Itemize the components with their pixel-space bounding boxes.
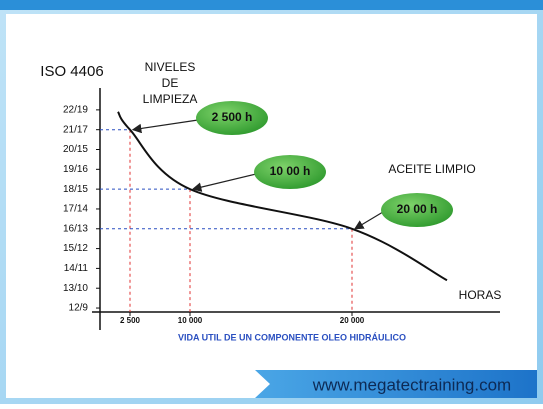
annotation-text: 10 00 h bbox=[270, 164, 311, 178]
y-tick-label: 22/19 bbox=[63, 105, 88, 116]
x-tick-label: 2 500 bbox=[120, 316, 141, 325]
annotation-bubble bbox=[196, 101, 268, 135]
y-tick-label: 20/15 bbox=[63, 144, 88, 155]
annotation-arrow bbox=[353, 211, 384, 230]
y-tick-label: 21/17 bbox=[63, 124, 88, 135]
y-title: ISO 4406 bbox=[40, 63, 103, 80]
y-subtitle: DE bbox=[162, 76, 179, 90]
x-title: HORAS bbox=[459, 288, 502, 302]
x-tick-label: 20 000 bbox=[340, 316, 365, 325]
y-tick-label: 13/10 bbox=[63, 283, 88, 294]
footer-band bbox=[255, 370, 537, 398]
curve bbox=[117, 111, 448, 282]
caption: VIDA UTIL DE UN COMPONENTE OLEO HIDRÁULI… bbox=[178, 332, 406, 342]
y-tick-label: 14/11 bbox=[64, 263, 89, 274]
curve-label: ACEITE LIMPIO bbox=[388, 162, 475, 176]
annotation-arrow bbox=[131, 119, 199, 134]
y-subtitle: LIMPIEZA bbox=[143, 92, 198, 106]
y-tick-label: 19/16 bbox=[63, 164, 88, 175]
y-tick-label: 18/15 bbox=[63, 184, 88, 195]
y-tick-label: 16/13 bbox=[63, 223, 88, 234]
footer-url: www.megatectraining.com bbox=[312, 375, 511, 394]
top-strip bbox=[0, 0, 543, 10]
y-tick-label: 15/12 bbox=[63, 243, 88, 254]
annotation-bubble bbox=[381, 193, 453, 227]
y-tick-label: 17/14 bbox=[63, 204, 88, 215]
y-subtitle: NIVELES bbox=[145, 60, 196, 74]
annotation-text: 2 500 h bbox=[212, 110, 253, 124]
x-tick-label: 10 000 bbox=[178, 316, 203, 325]
annotation-bubble bbox=[254, 155, 326, 189]
annotation-text: 20 00 h bbox=[397, 202, 438, 216]
annotation-arrow bbox=[191, 173, 257, 192]
y-tick-label: 12/9 bbox=[69, 303, 89, 314]
